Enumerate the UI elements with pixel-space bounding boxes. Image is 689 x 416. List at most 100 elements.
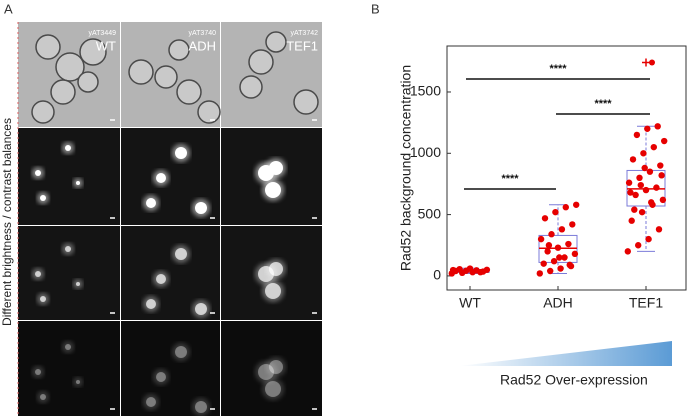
data-point bbox=[552, 208, 559, 216]
data-point bbox=[477, 269, 484, 276]
cell bbox=[239, 75, 263, 99]
data-point bbox=[562, 204, 569, 211]
cell bbox=[50, 79, 76, 105]
data-point bbox=[650, 143, 657, 151]
spot bbox=[156, 173, 166, 183]
data-point bbox=[648, 199, 655, 206]
x-tick-label: ADH bbox=[543, 295, 573, 311]
data-point bbox=[640, 150, 647, 157]
spot bbox=[195, 303, 207, 315]
spot bbox=[65, 344, 71, 350]
data-point bbox=[565, 240, 572, 248]
spot bbox=[269, 360, 283, 374]
side-label: Different brightness / contrast balances bbox=[0, 118, 14, 326]
data-point bbox=[659, 196, 667, 204]
data-point bbox=[633, 131, 641, 139]
spot bbox=[76, 380, 80, 384]
spot-glow bbox=[266, 357, 286, 377]
spot bbox=[265, 182, 281, 198]
data-point bbox=[536, 270, 543, 277]
data-point bbox=[641, 164, 648, 172]
spot bbox=[175, 346, 187, 358]
data-point bbox=[544, 248, 551, 255]
spot bbox=[65, 145, 71, 151]
data-point bbox=[466, 265, 474, 272]
spot bbox=[269, 161, 283, 175]
data-point bbox=[655, 226, 663, 233]
data-point bbox=[557, 265, 564, 272]
cell bbox=[55, 52, 85, 82]
cell bbox=[265, 31, 287, 53]
spot bbox=[35, 369, 41, 375]
data-point bbox=[653, 184, 660, 191]
spot bbox=[156, 274, 166, 284]
spot bbox=[35, 271, 41, 277]
footer-label: Rad52 Over-expression bbox=[500, 372, 648, 388]
data-point bbox=[537, 235, 545, 243]
data-point bbox=[548, 231, 555, 238]
data-point bbox=[556, 254, 563, 261]
significance-label: **** bbox=[594, 98, 612, 110]
data-point bbox=[635, 242, 642, 249]
data-point bbox=[637, 181, 644, 189]
strain-name: TEF1 bbox=[286, 38, 318, 53]
data-point bbox=[558, 226, 566, 233]
spot bbox=[175, 248, 187, 260]
data-point bbox=[657, 162, 664, 169]
data-point bbox=[550, 257, 558, 265]
spot bbox=[65, 246, 71, 252]
spot bbox=[76, 181, 80, 185]
spot bbox=[40, 296, 46, 302]
spot-glow bbox=[73, 377, 83, 387]
spot bbox=[146, 198, 156, 208]
spot bbox=[146, 299, 156, 309]
gradient-triangle bbox=[459, 341, 672, 366]
spot bbox=[76, 282, 80, 286]
strain-name: WT bbox=[96, 38, 116, 53]
data-point bbox=[632, 191, 639, 199]
spot-glow bbox=[172, 343, 190, 361]
spot-glow bbox=[37, 391, 49, 403]
data-point bbox=[573, 201, 580, 208]
cell bbox=[31, 100, 55, 124]
cell bbox=[248, 49, 274, 75]
data-point bbox=[627, 189, 634, 196]
spot bbox=[269, 262, 283, 276]
data-point bbox=[658, 172, 665, 179]
spot bbox=[195, 401, 207, 413]
y-tick-label: 0 bbox=[433, 267, 441, 283]
spot-glow bbox=[62, 341, 74, 353]
spot bbox=[35, 170, 41, 176]
data-point bbox=[642, 186, 650, 194]
data-point bbox=[628, 217, 635, 224]
data-point bbox=[571, 250, 579, 258]
cell bbox=[154, 65, 178, 89]
spot bbox=[265, 381, 281, 397]
cell bbox=[197, 100, 221, 124]
spot bbox=[40, 394, 46, 400]
cell bbox=[176, 79, 202, 105]
panel-label: A bbox=[4, 1, 13, 16]
cell bbox=[79, 38, 107, 66]
strain-label: yAT3740 bbox=[189, 30, 217, 37]
spot bbox=[265, 283, 281, 299]
spot bbox=[175, 147, 187, 159]
spot-glow bbox=[262, 378, 284, 400]
strain-label: yAT3742 bbox=[291, 30, 319, 37]
plot: 0 500 1000 1500 WT ADH TEF1 **** **** **** bbox=[410, 58, 668, 311]
strain-label: yAT3449 bbox=[89, 30, 117, 37]
y-axis-label: Rad52 background concentration bbox=[398, 65, 414, 271]
strain-name: ADH bbox=[189, 38, 216, 53]
data-point bbox=[547, 267, 554, 275]
spot-glow bbox=[192, 398, 210, 416]
x-tick-label: TEF1 bbox=[629, 295, 663, 311]
spot-glow bbox=[153, 369, 169, 385]
data-point bbox=[545, 242, 553, 249]
data-point bbox=[483, 266, 491, 273]
spot-glow bbox=[143, 394, 159, 410]
cell bbox=[168, 39, 190, 61]
cell bbox=[35, 34, 61, 60]
spot bbox=[156, 372, 166, 382]
